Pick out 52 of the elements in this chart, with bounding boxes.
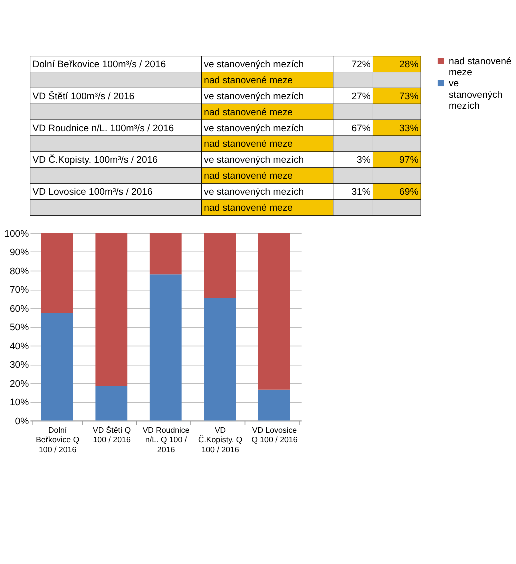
text: 3% <box>357 155 372 166</box>
y-tick-label: 70% <box>10 285 30 296</box>
text: 27% <box>352 91 372 102</box>
text: 73% <box>400 91 420 102</box>
text: nad stanovené meze <box>204 75 293 86</box>
text: 33% <box>400 123 420 134</box>
x-tick-label: VD Roudnice n/L. Q 100 / 2016 <box>142 426 190 454</box>
text: nad stanovené meze <box>204 139 293 150</box>
text: ve stanovených mezích <box>204 155 304 166</box>
bar <box>150 233 182 275</box>
bar <box>204 233 236 298</box>
text: ve stanovených mezích <box>204 59 304 70</box>
text: ve stanovených mezích <box>204 123 304 134</box>
bar <box>96 386 128 421</box>
text: VD Č.Kopisty. 100m³/s / 2016 <box>32 154 158 166</box>
bar <box>258 390 290 421</box>
text: 97% <box>400 155 420 166</box>
text: VD Lovosice 100m³/s / 2016 <box>32 187 153 198</box>
text: ve stanovených mezích <box>204 187 304 198</box>
bar <box>204 298 236 421</box>
text: nad stanovené meze <box>204 107 293 118</box>
bar <box>96 233 128 386</box>
text: 72% <box>352 59 372 70</box>
text: nad stanovené meze <box>204 203 293 214</box>
bar <box>150 274 182 421</box>
text: 28% <box>400 59 420 70</box>
y-tick-label: 20% <box>10 378 30 390</box>
text: 31% <box>352 187 372 198</box>
y-tick-label: 50% <box>10 322 30 334</box>
text: ve stanovených mezích <box>204 91 304 102</box>
y-tick-label: 10% <box>10 398 30 409</box>
text: 67% <box>352 123 372 134</box>
x-tick-label: VD Lovosice Q 100 / 2016 <box>252 426 298 445</box>
y-tick-label: 40% <box>10 341 30 352</box>
y-tick-label: 0% <box>15 416 30 428</box>
text: VD Roudnice n/L. 100m³/s / 2016 <box>32 123 174 134</box>
text: nad stanovené meze <box>204 171 293 182</box>
y-tick-label: 90% <box>10 248 30 259</box>
bar <box>41 233 74 314</box>
bar <box>41 313 74 421</box>
y-tick-label: 60% <box>10 304 30 315</box>
bar <box>258 233 290 390</box>
text: 69% <box>400 187 420 198</box>
x-tick-label: VD Štětí Q 100 / 2016 <box>93 426 132 445</box>
x-tick-label: Dolní Beřkovice Q 100 / 2016 <box>36 426 80 454</box>
x-tick-label: VD Č.Kopisty. Q 100 / 2016 <box>198 426 243 454</box>
text: VD Štětí 100m³/s / 2016 <box>32 90 135 102</box>
legend-label: ve stanovených mezích <box>449 78 503 112</box>
y-tick-label: 30% <box>10 360 30 372</box>
text: Dolní Beřkovice 100m³/s / 2016 <box>32 59 166 70</box>
y-tick-label: 80% <box>10 266 30 278</box>
y-tick-label: 100% <box>4 228 30 240</box>
